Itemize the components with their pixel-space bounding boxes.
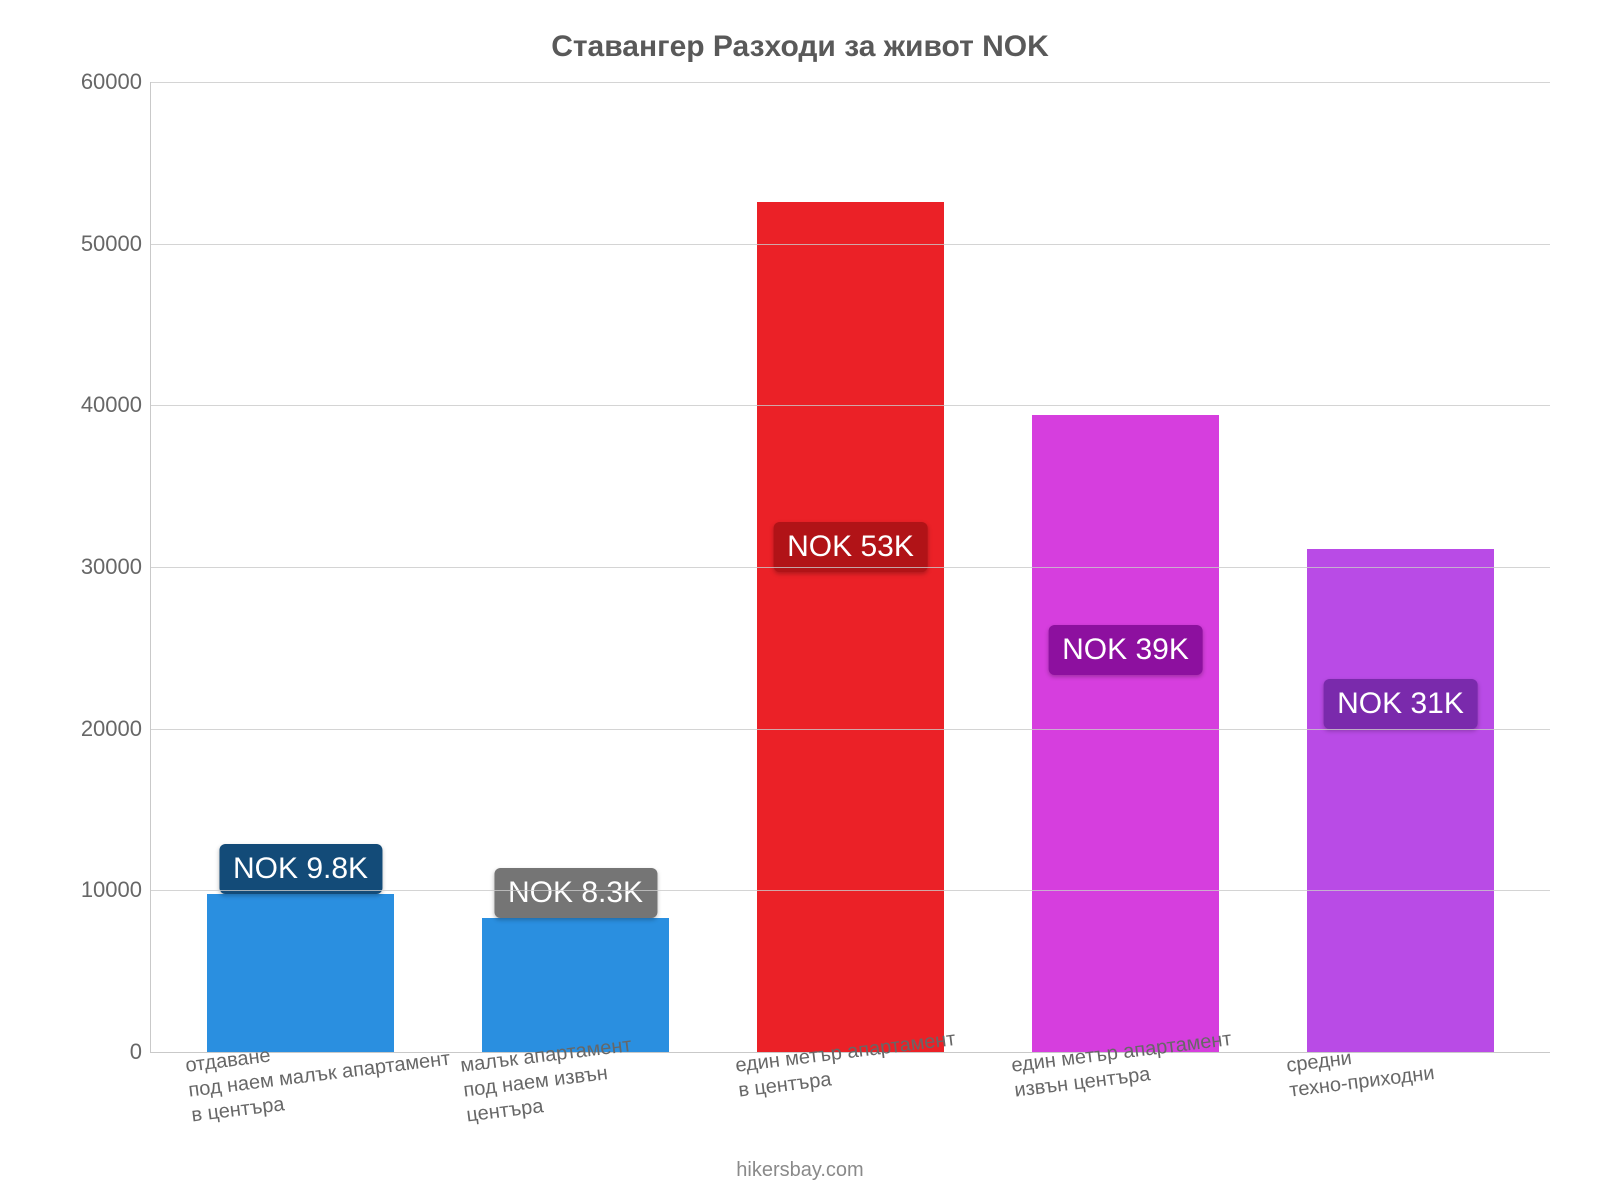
y-tick-label: 0 xyxy=(130,1039,142,1065)
bar: NOK 53K xyxy=(757,202,944,1052)
bar-value-badge: NOK 53K xyxy=(773,522,928,572)
gridline xyxy=(151,567,1550,568)
y-tick-label: 50000 xyxy=(81,231,142,257)
y-axis: 0100002000030000400005000060000 xyxy=(50,82,150,1052)
gridline xyxy=(151,244,1550,245)
gridline xyxy=(151,82,1550,83)
credit-text: hikersbay.com xyxy=(0,1159,1600,1182)
bar-value-badge: NOK 39K xyxy=(1048,625,1203,675)
y-tick-label: 30000 xyxy=(81,554,142,580)
bar: NOK 9.8K xyxy=(207,894,394,1052)
y-tick-label: 20000 xyxy=(81,716,142,742)
bar-value-badge: NOK 9.8K xyxy=(219,844,382,894)
bar-value-badge: NOK 31K xyxy=(1323,679,1478,729)
chart-title: Ставангер Разходи за живот NOK xyxy=(40,30,1560,64)
y-tick-label: 60000 xyxy=(81,69,142,95)
y-tick-label: 10000 xyxy=(81,877,142,903)
bar: NOK 31K xyxy=(1307,549,1494,1052)
gridline xyxy=(151,729,1550,730)
bar: NOK 8.3K xyxy=(482,918,669,1052)
gridline xyxy=(151,405,1550,406)
plot-area: NOK 9.8K NOK 8.3K NOK 53K NOK 39K NOK 31K xyxy=(150,82,1550,1053)
y-tick-label: 40000 xyxy=(81,392,142,418)
chart-zone: 0100002000030000400005000060000 NOK 9.8K… xyxy=(50,82,1550,1052)
bar: NOK 39K xyxy=(1032,415,1219,1052)
bar-value-badge: NOK 8.3K xyxy=(494,868,657,918)
chart-wrap: Ставангер Разходи за живот NOK 0 10000 200… xyxy=(0,0,1600,1200)
gridline xyxy=(151,890,1550,891)
